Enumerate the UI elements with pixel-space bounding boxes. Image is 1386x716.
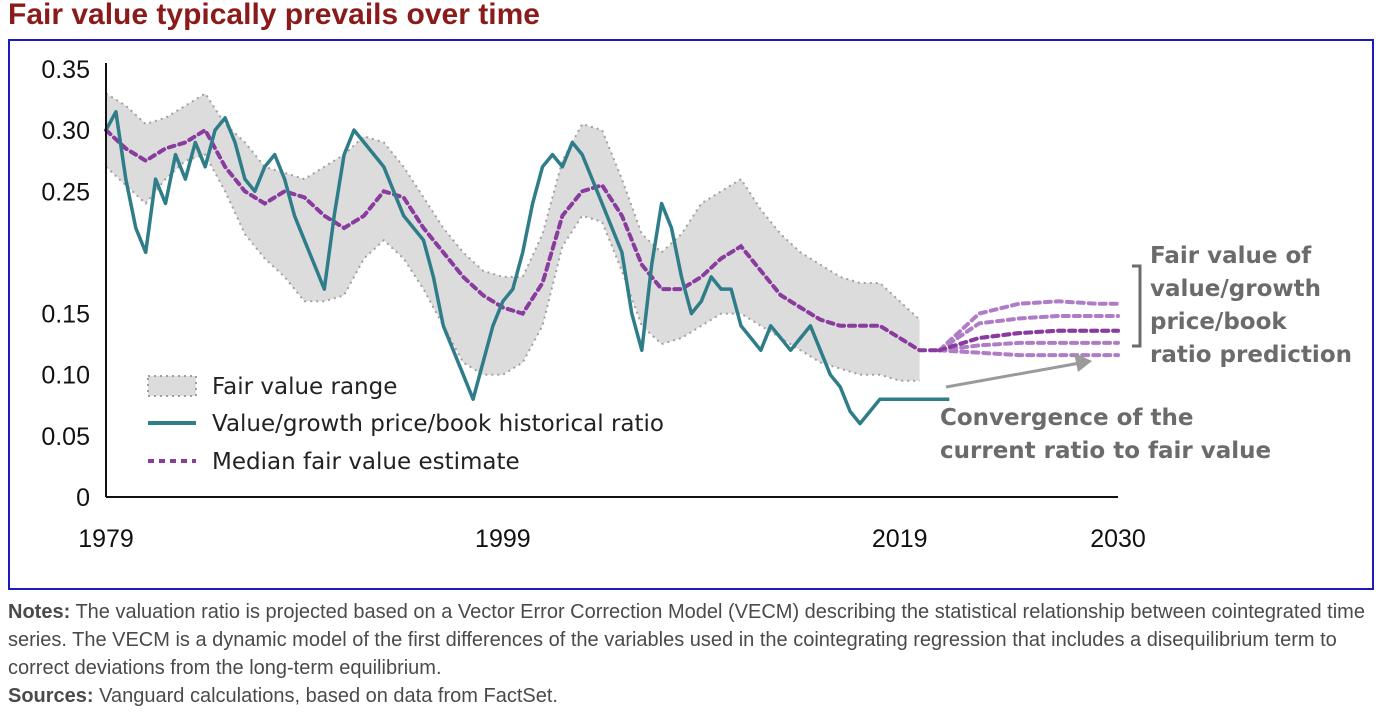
y-tick-label: 0.15 (41, 301, 90, 329)
x-tick-label: 1979 (78, 525, 134, 553)
sources-text: Vanguard calculations, based on data fro… (99, 685, 558, 707)
x-tick-label: 2030 (1090, 525, 1146, 553)
legend-label: Value/growth price/book historical ratio (212, 411, 664, 437)
prediction-label-line: value/growth (1150, 276, 1321, 302)
median-projection-line (937, 328, 1120, 353)
convergence-arrow-head (1074, 353, 1092, 372)
y-tick-label: 0.30 (41, 117, 90, 145)
prediction-bracket (1132, 264, 1142, 348)
projection-path-4 (937, 340, 1120, 353)
chart-svg: 0 0.05 0.10 0.15 0.25 0.30 0.35 1979 1999 2019 203… (41, 56, 1352, 553)
x-tick-label: 1999 (475, 525, 531, 553)
prediction-label-line: price/book (1150, 309, 1287, 335)
notes-text: The valuation ratio is projected based o… (8, 601, 1365, 679)
convergence-label-line: Convergence of the (940, 405, 1193, 431)
y-tick-label: 0.05 (41, 423, 90, 451)
x-tick-label: 2019 (872, 525, 928, 553)
notes-paragraph: Notes: The valuation ratio is projected … (8, 598, 1378, 682)
projection-path-5 (937, 348, 1120, 358)
y-tick-label: 0.35 (41, 56, 90, 84)
fair-value-band (106, 93, 920, 381)
sources-paragraph: Sources: Vanguard calculations, based on… (8, 682, 1378, 710)
legend-label: Median fair value estimate (212, 449, 520, 475)
legend: Fair value range Value/growth price/book … (147, 374, 664, 475)
y-tick-label: 0 (76, 484, 90, 512)
chart-frame: 0 0.05 0.10 0.15 0.25 0.30 0.35 1979 1999 2019 203… (8, 39, 1374, 590)
projection-path-1 (937, 299, 1120, 353)
prediction-label-line: ratio prediction (1150, 342, 1352, 368)
y-tick-label: 0.10 (41, 362, 90, 390)
legend-label: Fair value range (212, 374, 397, 400)
legend-band-swatch (147, 375, 197, 397)
notes-block: Notes: The valuation ratio is projected … (8, 598, 1378, 710)
median-layer (104, 127, 1120, 353)
axes-layer: 0 0.05 0.10 0.15 0.25 0.30 0.35 1979 1999 2019 203… (41, 56, 1145, 553)
historical-layer (104, 110, 950, 426)
fair-value-band-layer (105, 92, 921, 382)
projection-layer (937, 299, 1120, 358)
y-tick-label: 0.25 (41, 178, 90, 206)
sources-label: Sources: (8, 685, 94, 707)
historical-ratio-line (104, 110, 950, 426)
annotations: Fair value of value/growth price/book ratio… (940, 243, 1352, 464)
convergence-arrow-shaft (945, 361, 1081, 389)
convergence-label-line: current ratio to fair value (940, 438, 1271, 464)
projection-path-2 (937, 314, 1120, 353)
chart-title: Fair value typically prevails over time (8, 0, 540, 31)
prediction-label-line: Fair value of (1150, 243, 1312, 269)
median-fair-value-line (104, 127, 942, 353)
notes-label: Notes: (8, 601, 71, 623)
